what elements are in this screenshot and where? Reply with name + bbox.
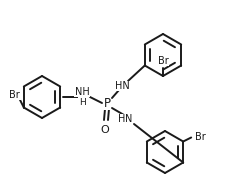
Text: H: H	[118, 114, 126, 124]
Text: H: H	[79, 97, 85, 106]
Text: Br: Br	[9, 90, 20, 100]
Text: P: P	[104, 96, 110, 110]
Text: NH: NH	[75, 87, 89, 97]
Text: N: N	[125, 114, 133, 124]
Text: Br: Br	[158, 56, 168, 66]
Text: O: O	[101, 125, 109, 135]
Text: Br: Br	[195, 132, 206, 142]
Text: HN: HN	[115, 81, 129, 91]
